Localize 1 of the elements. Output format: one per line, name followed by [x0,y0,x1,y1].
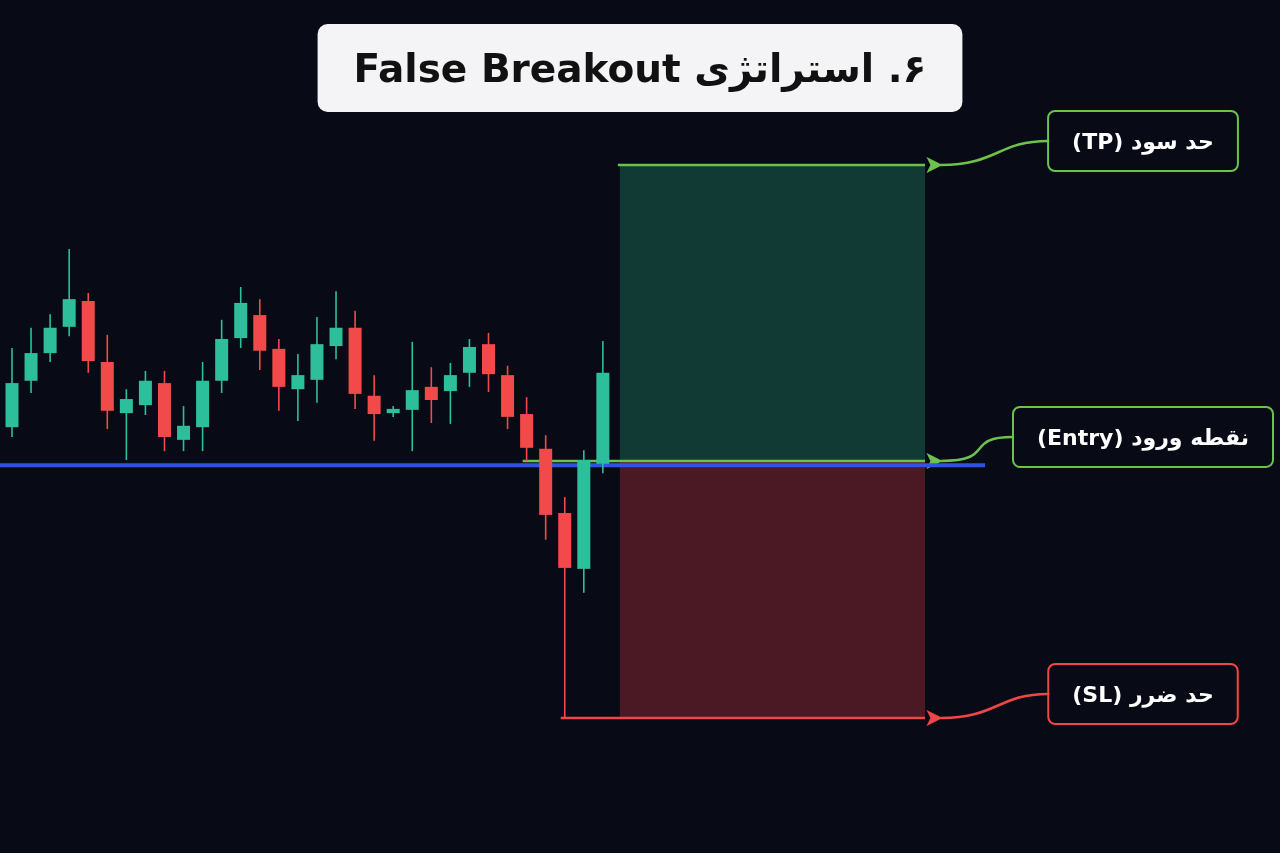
title: ۶. استراتژی False Breakout [353,46,927,91]
